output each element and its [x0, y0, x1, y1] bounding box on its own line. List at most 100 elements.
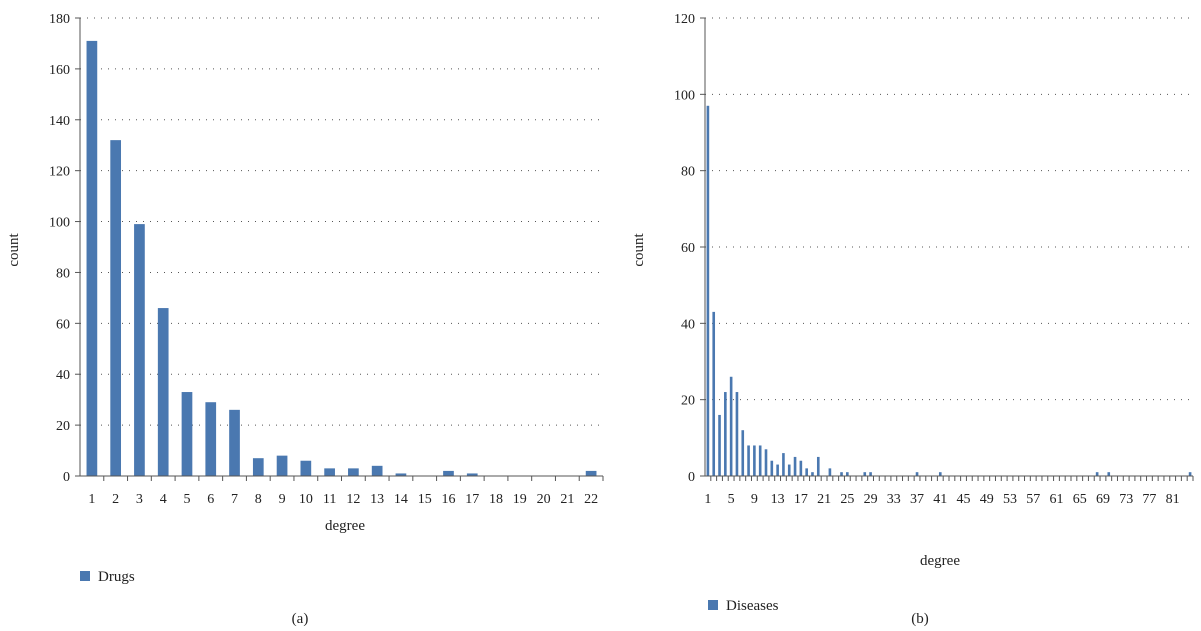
y-tick-label: 120 [674, 12, 695, 27]
bar-series-diseases [706, 105, 1192, 477]
y-tick-label: 100 [674, 88, 695, 103]
y-tick-label: 20 [681, 394, 695, 409]
y-axis-label: count [631, 233, 647, 267]
x-tick-label: 33 [887, 492, 901, 507]
bar [735, 392, 739, 476]
x-tick-label: 22 [584, 492, 598, 507]
legend-label-diseases: Diseases [726, 598, 779, 614]
bar [1188, 472, 1192, 476]
y-tick-labels: 0 20 40 60 80 100 120 [674, 12, 705, 485]
x-tick-label: 14 [394, 492, 408, 507]
bar [764, 449, 768, 476]
x-tick-label: 17 [465, 492, 479, 507]
bar [787, 464, 791, 476]
bar [770, 460, 774, 476]
bar [753, 445, 756, 476]
chart-panel-diseases: 0 20 40 60 80 100 120 1 5 9 13 17 21 25 29 33 37 41 45 49 5… [631, 12, 1194, 627]
bar [371, 465, 383, 476]
y-tick-label: 20 [56, 419, 70, 434]
bar [205, 402, 217, 476]
x-tick-label: 18 [489, 492, 503, 507]
bar [741, 430, 745, 476]
x-axis-label: degree [325, 518, 365, 534]
bar [229, 409, 240, 476]
x-tick-label: 8 [255, 492, 262, 507]
bar [1107, 472, 1111, 476]
x-axis-label: degree [920, 553, 960, 569]
x-tick-label: 73 [1119, 492, 1133, 507]
x-tick-label: 4 [160, 492, 167, 507]
y-tick-labels: 0 20 40 60 80 100 120 140 160 180 [49, 12, 80, 485]
x-tick-label: 41 [933, 492, 947, 507]
x-tick-label: 1 [704, 492, 711, 507]
bar [348, 468, 359, 476]
x-tick-label: 17 [794, 492, 808, 507]
bar [300, 460, 312, 476]
bar [782, 453, 785, 476]
x-tick-label: 10 [299, 492, 313, 507]
bar [863, 472, 867, 476]
bar [718, 414, 721, 476]
y-tick-label: 40 [56, 368, 70, 383]
figure-caption-a: (a) [292, 611, 309, 627]
bar [724, 392, 727, 476]
x-tick-label: 81 [1166, 492, 1180, 507]
x-tick-label: 5 [728, 492, 735, 507]
x-tick-label: 11 [323, 492, 336, 507]
x-tick-label: 2 [112, 492, 119, 507]
x-tick-label: 19 [513, 492, 527, 507]
x-tick-label: 65 [1073, 492, 1087, 507]
bar [869, 472, 872, 476]
figure-caption-b: (b) [911, 611, 929, 627]
legend-swatch-diseases [708, 600, 718, 610]
x-tick-label: 13 [771, 492, 785, 507]
y-tick-label: 60 [681, 241, 695, 256]
bar [938, 472, 942, 476]
bar [181, 392, 193, 476]
bar [443, 470, 454, 476]
bar [828, 468, 832, 476]
bar [729, 376, 733, 476]
x-tick-label: 25 [840, 492, 854, 507]
x-tick-label: 53 [1003, 492, 1017, 507]
x-tick-label: 21 [560, 492, 574, 507]
bar [466, 473, 478, 476]
bar [776, 464, 779, 476]
x-tick-label: 21 [817, 492, 831, 507]
bar [799, 460, 803, 476]
x-tick-label: 12 [346, 492, 360, 507]
y-tick-label: 40 [681, 317, 695, 332]
x-tick-label: 15 [418, 492, 432, 507]
y-axis-label: count [6, 233, 22, 267]
y-tick-label: 80 [56, 266, 70, 281]
x-tick-label: 6 [207, 492, 214, 507]
bar [86, 40, 98, 477]
bar [915, 472, 919, 476]
x-tick-label: 77 [1142, 492, 1156, 507]
bar [157, 308, 169, 476]
x-tick-label: 45 [957, 492, 971, 507]
x-tick-label: 13 [370, 492, 384, 507]
y-tick-label: 140 [49, 114, 70, 129]
x-tick-labels: 1 2 3 4 5 6 7 8 9 10 11 12 13 14 15 16 17 18 19 20 21 22 [88, 476, 604, 507]
bar [712, 311, 716, 476]
x-tick-label: 37 [910, 492, 924, 507]
x-tick-label: 16 [441, 492, 455, 507]
bar [758, 445, 762, 476]
x-tick-label: 61 [1049, 492, 1063, 507]
y-tick-label: 100 [49, 216, 70, 231]
y-tick-label: 120 [49, 165, 70, 180]
bar [110, 140, 122, 476]
y-tick-label: 0 [688, 470, 695, 485]
x-tick-label: 5 [183, 492, 190, 507]
x-tick-label: 49 [980, 492, 994, 507]
y-tick-label: 60 [56, 317, 70, 332]
legend-label-drugs: Drugs [98, 569, 135, 585]
y-tick-label: 180 [49, 12, 70, 27]
bar-series-drugs [86, 40, 597, 477]
x-tick-label: 3 [136, 492, 143, 507]
bar [395, 473, 407, 476]
bar [805, 468, 808, 476]
bar [747, 445, 750, 476]
